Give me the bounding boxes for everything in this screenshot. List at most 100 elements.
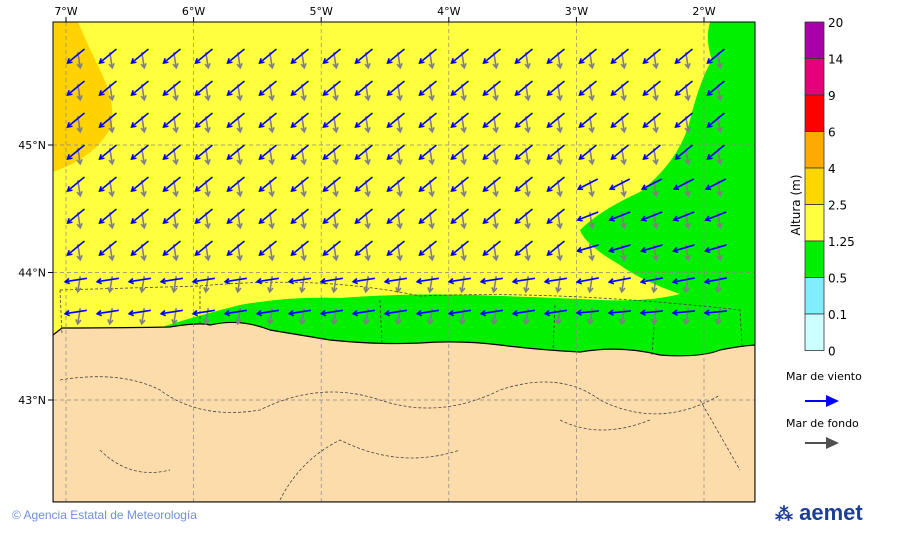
wind-sea-arrow [354, 176, 373, 193]
lat-label: 44°N [18, 267, 46, 280]
wind-sea-arrow [450, 144, 469, 161]
legend-tick: 6 [828, 126, 836, 140]
legend-tick: 0.5 [828, 272, 847, 286]
wind-sea-arrow [514, 176, 533, 193]
wind-sea-arrow [450, 48, 469, 65]
wind-sea-arrow [511, 309, 535, 317]
wind-sea-arrow [383, 277, 407, 285]
wind-sea-arrow [194, 80, 213, 97]
wind-sea-arrow [418, 208, 437, 225]
legend-colorbar: 20 14 9 6 4 2.5 1.25 0.5 0.1 0 [804, 16, 855, 359]
wind-sea-arrow [576, 211, 599, 222]
wind-sea-arrow-icon [805, 395, 839, 407]
wind-sea-arrow [706, 80, 725, 97]
wind-sea-arrow [578, 144, 597, 161]
wind-sea-arrow [386, 80, 405, 97]
wind-sea-arrow [63, 277, 87, 285]
wind-sea-arrow [418, 176, 437, 193]
wind-sea-arrow [543, 277, 567, 285]
wind-sea-arrow [258, 176, 277, 193]
wind-sea-arrow [386, 48, 405, 65]
wind-sea-arrow [418, 112, 437, 129]
wind-sea-arrow [546, 176, 565, 193]
wind-sea-arrow [258, 48, 277, 65]
wind-sea-arrow [706, 144, 725, 161]
legend-swatch [804, 21, 825, 59]
wind-sea-arrow [703, 277, 727, 285]
wind-sea-arrow [98, 208, 117, 225]
legend-tick: 0 [828, 345, 836, 359]
wind-sea-arrow [640, 178, 663, 191]
wind-sea-arrow [514, 80, 533, 97]
wind-sea-arrow [162, 240, 181, 257]
wind-sea-arrow [290, 80, 309, 97]
wind-sea-arrow [386, 112, 405, 129]
wind-sea-arrow [354, 240, 373, 257]
legend-swatch [804, 94, 825, 132]
lon-label: 4°W [437, 5, 460, 18]
wind-sea-arrow [479, 277, 503, 285]
swell-arrow [683, 307, 690, 326]
wind-sea-arrow [351, 277, 375, 285]
wind-sea-arrow [642, 144, 661, 161]
wind-sea-arrow [703, 244, 727, 254]
legend-tick: 9 [828, 89, 836, 103]
wind-sea-arrow [95, 277, 119, 285]
wind-sea-arrow [639, 277, 663, 285]
wind-sea-arrow [607, 309, 632, 316]
wind-sea-arrow [546, 48, 565, 65]
lon-label: 6°W [182, 5, 205, 18]
wind-sea-arrow [575, 309, 600, 316]
wind-sea-arrow [418, 48, 437, 65]
wind-sea-arrow [354, 48, 373, 65]
wind-sea-arrow [194, 176, 213, 193]
wind-sea-arrow [418, 240, 437, 257]
wind-sea-arrow [386, 208, 405, 225]
wind-sea-arrow [450, 112, 469, 129]
wind-sea-arrow [290, 48, 309, 65]
wind-sea-arrow [546, 208, 565, 225]
wind-sea-arrow [226, 48, 245, 65]
sea-region-gold [53, 22, 113, 172]
wind-sea-arrow [354, 80, 373, 97]
legend-swatch [804, 167, 825, 205]
wind-sea-arrow [546, 144, 565, 161]
legend-swatch [804, 204, 825, 242]
wind-sea-arrow [607, 277, 631, 285]
wind-sea-arrow [450, 208, 469, 225]
wind-sea-arrow [322, 80, 341, 97]
wind-sea-arrow [319, 277, 343, 285]
wind-sea-arrow [607, 244, 631, 254]
wind-sea-arrow [162, 48, 181, 65]
wind-sea-arrow [130, 80, 149, 97]
wind-sea-arrow [482, 80, 501, 97]
wind-sea-arrow [672, 178, 695, 191]
wind-sea-arrow [674, 112, 693, 129]
wind-sea-arrow [162, 176, 181, 193]
wind-sea-arrow [639, 309, 664, 316]
wind-sea-arrow [383, 309, 407, 317]
wind-sea-arrow [639, 244, 663, 254]
wind-sea-arrow [674, 80, 693, 97]
wind-sea-arrow [575, 277, 599, 285]
wind-sea-arrow [351, 309, 375, 317]
wind-sea-arrow [514, 48, 533, 65]
wind-sea-arrow [447, 309, 471, 317]
wind-sea-arrow [223, 309, 247, 317]
wind-sea-arrow [162, 80, 181, 97]
wind-sea-arrow [130, 144, 149, 161]
wind-sea-arrow [418, 80, 437, 97]
wind-sea-arrow [543, 309, 567, 317]
wind-sea-arrow [98, 48, 117, 65]
wind-sea-arrow [672, 211, 695, 222]
wind-sea-arrow [642, 48, 661, 65]
wind-sea-arrow [608, 178, 631, 191]
wind-sea-arrow [671, 309, 696, 316]
wind-sea-arrow [415, 277, 439, 285]
credit-text: © Agencia Estatal de Meteorología [12, 508, 197, 522]
wind-sea-arrow [226, 176, 245, 193]
wind-sea-arrow [546, 112, 565, 129]
legend-swatch [804, 131, 825, 169]
wind-sea-arrow [66, 176, 85, 193]
wind-sea-arrow [482, 48, 501, 65]
